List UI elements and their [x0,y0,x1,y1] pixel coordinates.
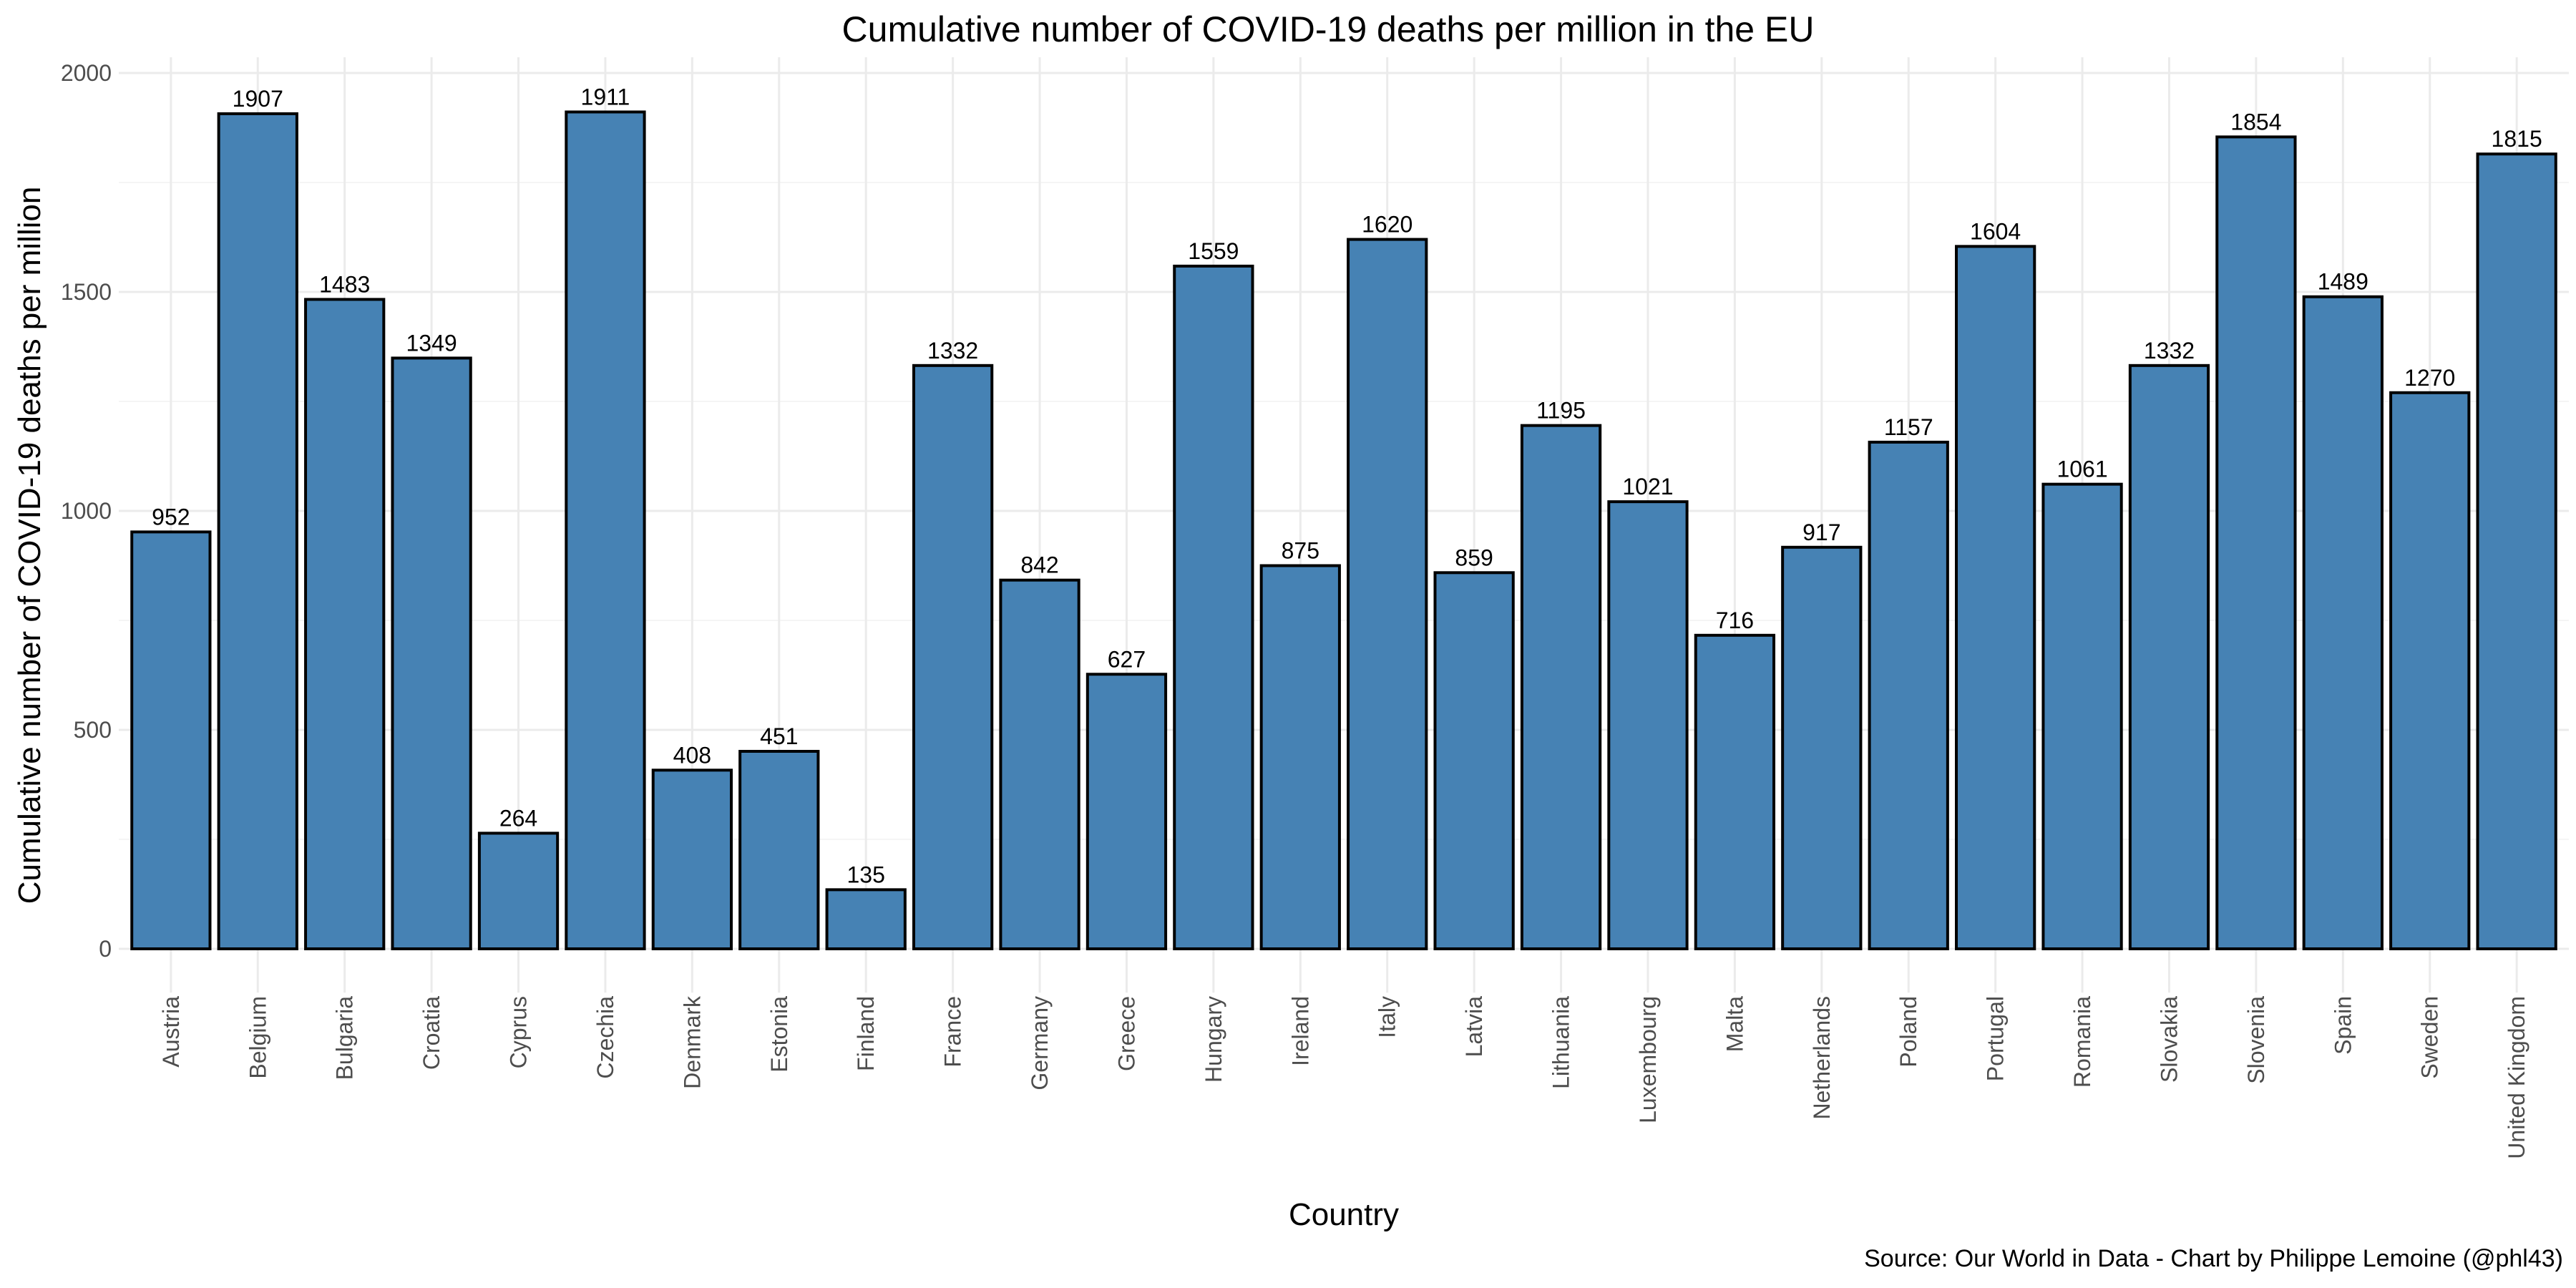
x-tick-label: Lithuania [1548,996,1574,1089]
bar-greece [1085,673,1168,950]
x-tick-label: Bulgaria [332,996,358,1080]
x-tick-label: Portugal [1983,996,2009,1081]
bar-hungary [1173,264,1254,950]
x-tick-label: Slovakia [2156,996,2182,1083]
bar-value-label: 842 [1020,552,1058,578]
x-tick-label: Romania [2069,996,2095,1088]
bar-value-label: 1907 [233,86,283,112]
bar-value-label: 1620 [1362,212,1413,238]
bar-value-label: 135 [847,862,885,887]
x-tick-label: Greece [1113,996,1139,1071]
bar-ireland [1259,564,1341,950]
bar-value-label: 952 [152,504,190,530]
bar-value-label: 1489 [2318,269,2368,295]
bar-estonia [738,749,820,951]
bar-croatia [391,356,472,950]
x-tick-label: Czechia [592,996,618,1079]
bar-denmark [651,769,733,950]
bar-austria [130,530,212,950]
bar-cyprus [477,831,560,950]
bar-bulgaria [304,298,386,950]
bar-value-labels: 952 1907 1483 1349 264 1911 408 451 135 1332 842 62… [152,84,2542,887]
bar-value-label: 451 [760,723,798,749]
bar-finland [825,888,907,951]
x-tick-label: Croatia [419,996,444,1070]
bar-malta [1694,633,1776,950]
bar-france [912,364,994,951]
source-caption: Source: Our World in Data - Chart by Phi… [1864,1245,2563,1272]
x-tick-label: Germany [1027,996,1053,1091]
x-tick-label: Italy [1375,996,1400,1038]
y-axis-title: Cumulative number of COVID-19 deaths per… [12,187,47,904]
bars [130,110,2557,951]
y-tick-label: 2000 [61,60,112,86]
x-tick-label: Sweden [2417,996,2443,1079]
x-tick-label: Belgium [245,996,270,1079]
bar-sweden [2389,391,2471,950]
x-tick-label: Spain [2330,996,2356,1055]
x-tick-label: Netherlands [1809,996,1835,1120]
bar-value-label: 1911 [581,84,630,109]
x-tick-label: Ireland [1287,996,1313,1066]
x-tick-label: Estonia [766,996,792,1073]
y-tick-label: 1000 [61,498,112,524]
x-tick-label: Finland [853,996,879,1071]
y-tick-label: 0 [99,936,112,962]
bar-poland [1868,440,1949,950]
bar-czechia [565,110,646,950]
y-tick-label: 1500 [61,279,112,305]
bar-lithuania [1520,424,1602,950]
bar-germany [999,578,1080,950]
x-axis-tick-labels: Austria Belgium Bulgaria Croatia Cyprus Czech… [158,995,2529,1159]
bar-value-label: 1021 [1622,474,1673,499]
x-tick-label: Hungary [1201,996,1226,1083]
x-tick-label: United Kingdom [2504,996,2529,1159]
bar-latvia [1433,571,1515,950]
bar-value-label: 1559 [1188,238,1239,264]
x-tick-label: France [940,996,966,1068]
bar-netherlands [1781,545,1863,950]
x-tick-label: Latvia [1461,996,1487,1058]
y-tick-label: 500 [74,717,112,743]
bar-italy [1347,238,1428,950]
bar-spain [2302,295,2384,950]
bar-value-label: 1061 [2057,457,2107,482]
bar-united-kingdom [2476,152,2557,951]
bar-belgium [217,112,298,950]
x-tick-label: Poland [1896,996,1921,1068]
bar-value-label: 1332 [2144,338,2195,364]
x-tick-label: Denmark [679,995,705,1089]
chart-title: Cumulative number of COVID-19 deaths per… [842,9,1815,49]
bar-value-label: 627 [1108,646,1146,672]
bar-value-label: 716 [1716,608,1754,633]
bar-portugal [1955,245,2036,950]
bar-value-label: 1349 [406,330,457,356]
bar-value-label: 1604 [1970,218,2021,244]
bar-value-label: 1332 [927,338,978,364]
x-tick-label: Slovenia [2243,996,2269,1084]
bar-value-label: 1483 [319,271,370,297]
bar-value-label: 408 [673,742,711,768]
bar-slovakia [2128,364,2210,951]
x-tick-label: Austria [158,996,184,1068]
bar-luxembourg [1607,500,1689,950]
x-tick-label: Malta [1722,996,1747,1052]
bar-value-label: 1270 [2404,365,2455,391]
bar-value-label: 875 [1282,538,1319,564]
bar-value-label: 917 [1802,519,1840,545]
x-axis-title: Country [1289,1197,1399,1232]
bar-value-label: 264 [499,805,537,831]
bar-value-label: 1854 [2230,109,2281,135]
bar-slovenia [2215,135,2297,950]
y-axis-tick-labels: 0 500 1000 1500 2000 [61,60,112,962]
bar-value-label: 859 [1455,545,1493,570]
bar-romania [2041,482,2123,950]
bar-value-label: 1815 [2492,126,2542,152]
x-tick-label: Luxembourg [1635,996,1661,1123]
bar-value-label: 1157 [1884,414,1933,440]
bar-value-label: 1195 [1536,398,1586,424]
x-tick-label: Cyprus [506,996,532,1068]
